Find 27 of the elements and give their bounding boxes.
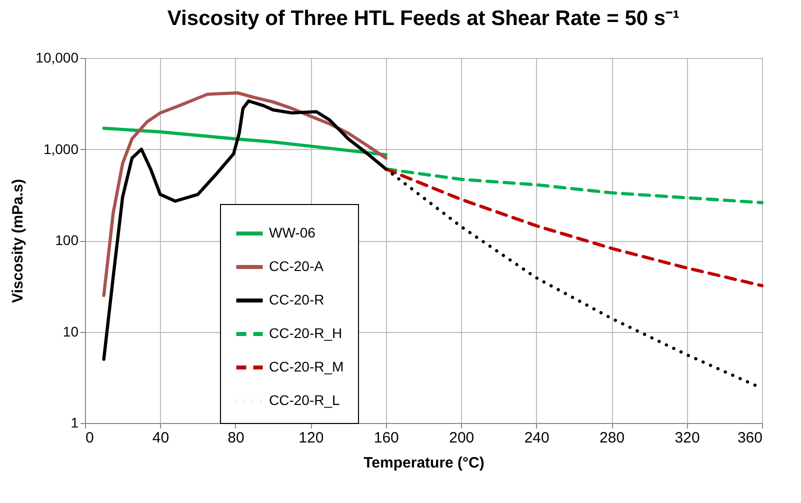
x-tick-label: 360 (737, 430, 762, 446)
chart-title: Viscosity of Three HTL Feeds at Shear Rate = 50 s⁻¹ (167, 7, 680, 30)
x-tick-label: 240 (524, 430, 550, 446)
y-tick-label: 1 (70, 414, 79, 430)
y-tick-label: 10,000 (36, 50, 79, 66)
y-tick-label: 10 (62, 323, 79, 340)
x-axis-title: Temperature (°C) (364, 454, 484, 472)
x-tick-label: 280 (600, 430, 625, 446)
legend-label: CC-20-A (269, 258, 324, 274)
legend-label: CC-20-R_H (269, 325, 342, 341)
legend-label: CC-20-R_L (269, 392, 340, 408)
y-tick-label: 1,000 (43, 140, 79, 157)
legend-label: WW-06 (269, 224, 316, 240)
y-tick-label: 100 (55, 232, 79, 248)
legend-label: CC-20-R (269, 292, 324, 308)
x-tick-label: 120 (298, 430, 324, 446)
x-tick-label: 0 (86, 430, 94, 446)
x-tick-label: 160 (374, 430, 399, 446)
x-tick-label: 80 (228, 430, 244, 446)
x-tick-label: 200 (449, 430, 474, 446)
x-tick-label: 320 (674, 430, 700, 446)
x-tick-label: 40 (152, 430, 170, 446)
line-series (102, 126, 388, 156)
legend-label: CC-20-R_M (269, 358, 344, 374)
line-series (384, 167, 764, 288)
y-axis-title: Viscosity (mPa.s) (10, 179, 27, 303)
line-series (384, 167, 764, 204)
